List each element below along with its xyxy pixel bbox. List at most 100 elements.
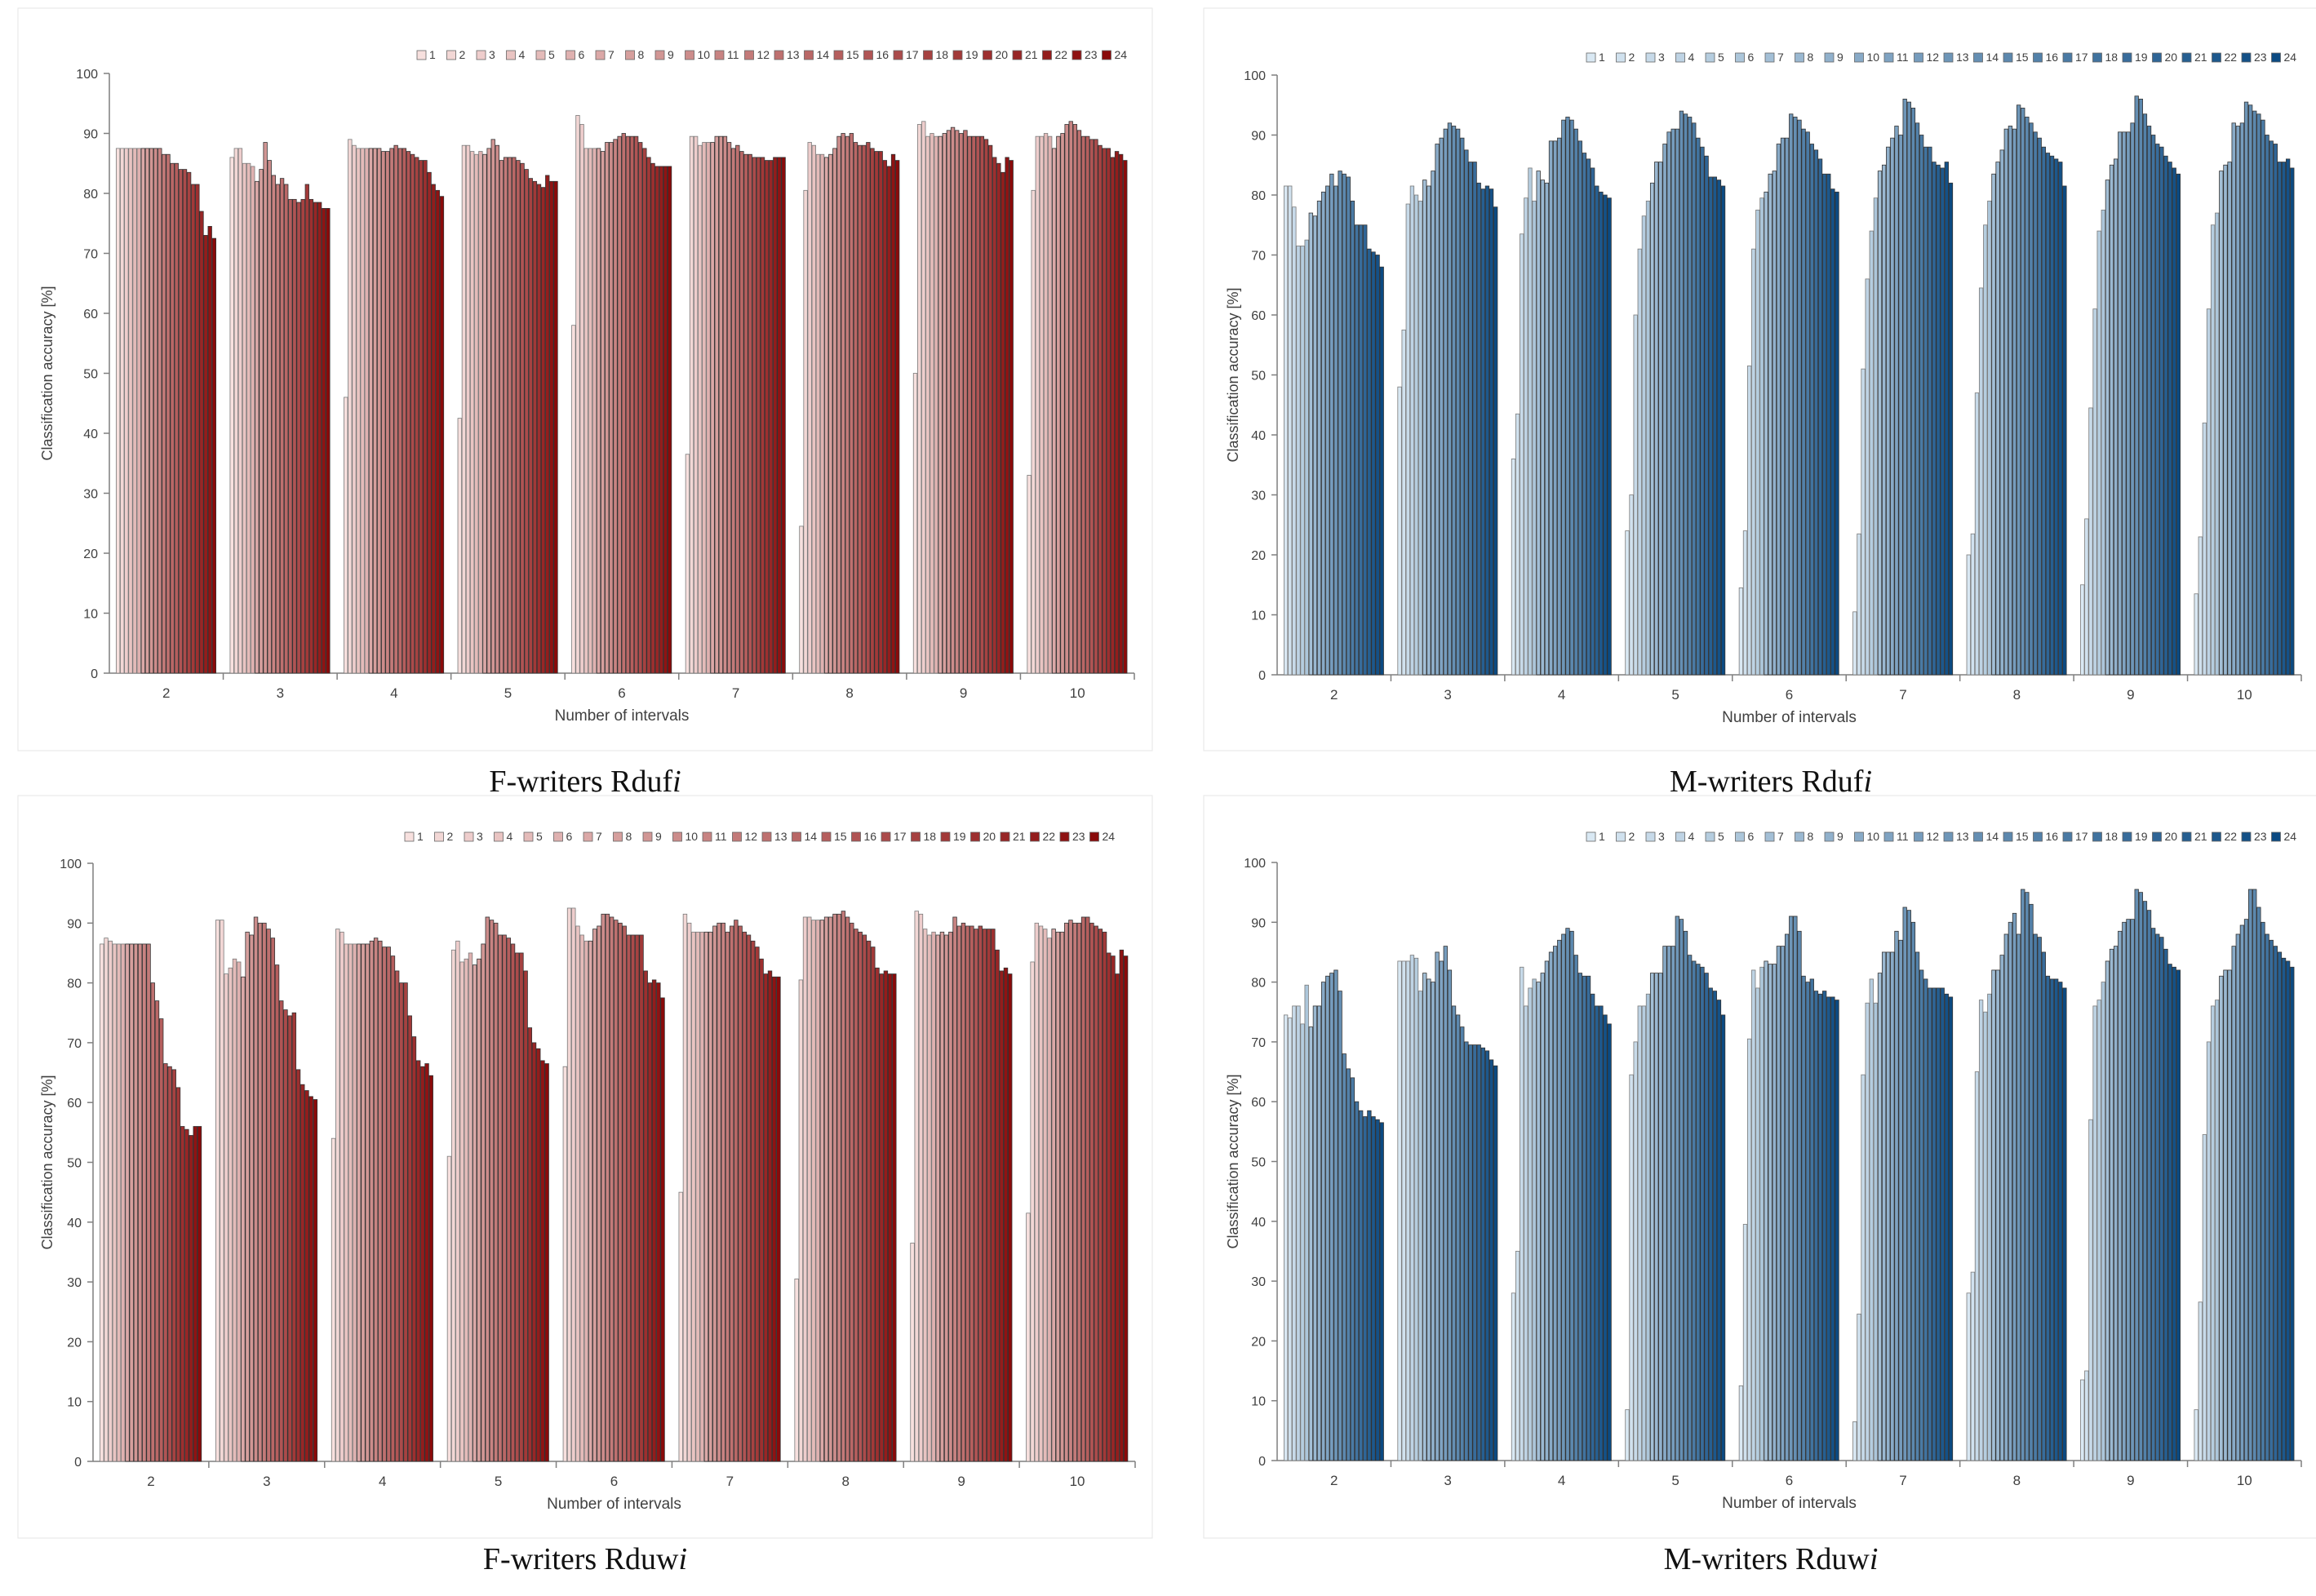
bar [331, 1137, 336, 1462]
bar [1944, 993, 1949, 1461]
y-tick-label: 30 [83, 488, 98, 502]
bar [344, 397, 348, 674]
y-tick-label: 10 [83, 608, 98, 622]
legend-swatch [2003, 52, 2013, 63]
bar [459, 961, 464, 1462]
bar [1359, 1110, 1364, 1461]
bar [1983, 224, 1988, 676]
bar [961, 922, 966, 1462]
bar [1363, 224, 1368, 676]
bar [2227, 162, 2232, 676]
bar [799, 525, 804, 674]
bar [245, 931, 250, 1462]
legend-swatch [625, 50, 635, 60]
legend-swatch [1042, 50, 1052, 60]
bar [1484, 1050, 1490, 1461]
bar [959, 133, 964, 674]
bar [1405, 960, 1410, 1461]
bar [274, 964, 280, 1462]
bar [1320, 982, 1326, 1461]
legend-label: 19 [953, 830, 966, 843]
bar [1801, 975, 1806, 1461]
bar [1720, 1014, 1726, 1461]
bar [890, 153, 896, 674]
bar [1557, 939, 1562, 1461]
bar [979, 135, 985, 674]
legend-label: 5 [1718, 51, 1724, 64]
bar [725, 931, 730, 1462]
bar [1325, 185, 1330, 676]
bar [2277, 951, 2283, 1461]
legend-label: 23 [1072, 830, 1085, 843]
legend-swatch [2033, 52, 2043, 63]
bar [849, 133, 854, 674]
bar [120, 148, 125, 674]
bar [502, 934, 507, 1462]
bar [1035, 135, 1040, 674]
legend-label: 2 [1629, 51, 1635, 64]
bar [1801, 128, 1806, 676]
bar [1928, 987, 1932, 1461]
bar [482, 153, 487, 674]
bar [182, 169, 188, 674]
bar [726, 142, 732, 674]
bar [435, 189, 440, 674]
bar [734, 920, 739, 1462]
bar [1944, 162, 1949, 676]
bar [144, 148, 150, 674]
bar [195, 184, 200, 674]
bar [1283, 1014, 1289, 1461]
bar [2172, 167, 2176, 676]
bar [1005, 157, 1009, 674]
bar [2041, 146, 2046, 676]
bar [755, 947, 760, 1462]
bar [866, 940, 872, 1462]
bar [1111, 955, 1116, 1462]
bar [292, 198, 297, 674]
bar [1649, 182, 1655, 676]
bar [1813, 149, 1819, 676]
bar [1742, 530, 1748, 676]
bar [1468, 1044, 1473, 1461]
bar [1493, 1065, 1498, 1461]
bar [220, 920, 224, 1462]
bar [450, 949, 456, 1462]
bar [841, 133, 845, 674]
bar [259, 169, 264, 674]
bar [1857, 1314, 1861, 1461]
bar [1363, 1116, 1368, 1461]
legend-swatch [476, 50, 486, 60]
legend-label: 10 [1867, 830, 1880, 843]
bar [2176, 173, 2181, 676]
bar [875, 967, 880, 1462]
bar [871, 947, 876, 1462]
bar [2003, 128, 2008, 676]
y-axis-label: Classification accuracy [%] [39, 286, 55, 460]
bar [1683, 930, 1688, 1461]
bar [1607, 1023, 1612, 1461]
legend-swatch [2212, 52, 2221, 63]
y-tick-label: 40 [1251, 1216, 1266, 1230]
bar [1379, 1122, 1384, 1461]
bar [136, 148, 141, 674]
bar [2045, 153, 2051, 676]
bar [2223, 969, 2228, 1461]
legend-swatch [2271, 52, 2281, 63]
bar [2092, 308, 2097, 676]
legend-label: 10 [698, 48, 711, 61]
bar [1426, 185, 1431, 676]
legend-swatch [1586, 831, 1596, 842]
bar [1536, 171, 1541, 676]
bar [1865, 278, 1870, 676]
bar [2134, 889, 2139, 1461]
bar [918, 913, 924, 1462]
bar [1826, 173, 1831, 676]
legend-label: 16 [2046, 830, 2059, 843]
legend-label: 3 [1658, 51, 1665, 64]
bar [2215, 212, 2220, 676]
bar [1595, 185, 1599, 676]
bar [1418, 991, 1423, 1461]
y-tick-label: 20 [83, 548, 98, 561]
bar [486, 148, 491, 674]
legend-swatch [1854, 831, 1864, 842]
